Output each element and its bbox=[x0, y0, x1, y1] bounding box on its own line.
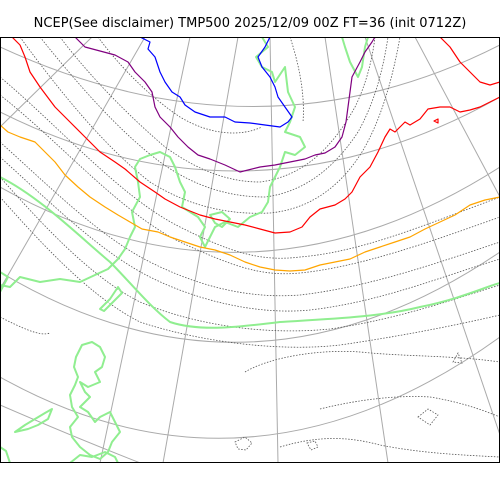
coastline bbox=[99, 286, 123, 312]
coastline bbox=[0, 176, 500, 329]
coastline bbox=[0, 37, 306, 288]
contour-line bbox=[0, 196, 500, 348]
coastline bbox=[69, 341, 121, 460]
coastlines bbox=[0, 37, 500, 463]
meridian-line bbox=[162, 37, 239, 463]
coastline bbox=[0, 446, 11, 463]
meridian-line bbox=[0, 37, 93, 128]
coastline bbox=[0, 271, 9, 293]
map-title: NCEP(See disclaimer) TMP500 2025/12/09 0… bbox=[33, 16, 467, 31]
latitude-line bbox=[0, 404, 142, 463]
isotherm-red bbox=[11, 37, 500, 234]
latitude-line bbox=[0, 44, 500, 107]
coastline bbox=[209, 211, 231, 228]
contour-line bbox=[452, 352, 463, 364]
isotherm-red bbox=[439, 37, 500, 86]
meridian-line bbox=[364, 37, 500, 436]
isotherms bbox=[0, 37, 500, 272]
latitude-line bbox=[0, 336, 500, 439]
contour-line bbox=[0, 76, 500, 259]
contour-line bbox=[234, 436, 253, 451]
contour-line bbox=[244, 351, 500, 373]
coastline bbox=[69, 451, 119, 463]
coastline bbox=[341, 37, 369, 78]
latitude-line bbox=[0, 166, 500, 253]
contour-line bbox=[39, 37, 389, 198]
contour-line bbox=[0, 141, 500, 297]
contour-line bbox=[97, 37, 263, 134]
meridian-line bbox=[269, 37, 279, 463]
isotherm-blue bbox=[139, 37, 293, 128]
frame-border bbox=[0, 37, 500, 463]
contour-line bbox=[0, 316, 51, 335]
map-frame bbox=[0, 37, 500, 463]
dotted-contours bbox=[0, 37, 500, 458]
contour-line bbox=[59, 37, 376, 183]
latitude-line bbox=[0, 251, 500, 343]
contour-line bbox=[19, 37, 401, 214]
contour-line bbox=[0, 176, 500, 332]
coastline bbox=[14, 408, 53, 433]
contour-line bbox=[0, 156, 500, 312]
meridian-line bbox=[99, 37, 191, 463]
contour-line bbox=[289, 37, 304, 123]
meridian-line bbox=[414, 37, 500, 198]
meridian-lines bbox=[0, 37, 500, 463]
contour-line bbox=[0, 94, 500, 275]
isotherm-orange bbox=[0, 124, 500, 272]
contour-line bbox=[319, 396, 500, 418]
latitude-lines bbox=[0, 44, 500, 463]
contour-line bbox=[417, 408, 439, 426]
latitude-line bbox=[0, 96, 500, 172]
meridian-line bbox=[0, 37, 146, 290]
isotherm-purple bbox=[74, 37, 376, 173]
isotherm-red bbox=[433, 118, 439, 124]
contour-line bbox=[306, 440, 319, 451]
meridian-line bbox=[324, 37, 389, 463]
